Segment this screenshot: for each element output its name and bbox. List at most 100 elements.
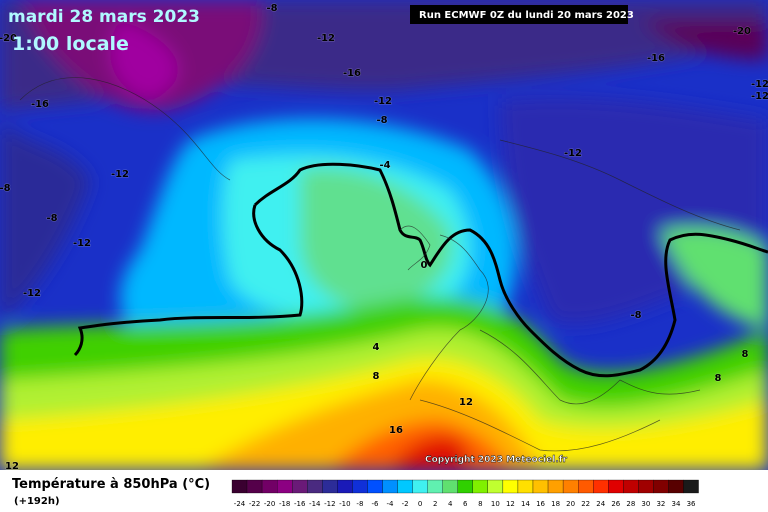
legend-swatch xyxy=(397,479,413,494)
legend-label: 16 xyxy=(536,500,545,508)
legend-label: 36 xyxy=(687,500,696,508)
contour-label: -8 xyxy=(266,3,277,14)
contour-label: 4 xyxy=(373,342,380,353)
contour-label: -8 xyxy=(630,310,641,321)
legend-swatch xyxy=(457,479,473,494)
legend-label: -18 xyxy=(279,500,290,508)
legend-swatch xyxy=(532,479,549,494)
contour-label: -8 xyxy=(46,213,57,224)
legend-swatch xyxy=(276,479,293,494)
legend-swatch xyxy=(352,479,368,494)
legend-label: -2 xyxy=(402,500,409,508)
legend-label: -20 xyxy=(264,500,275,508)
legend-label: 14 xyxy=(521,500,530,508)
legend-swatch xyxy=(307,479,323,494)
legend-swatch xyxy=(562,479,579,494)
run-info: Run ECMWF 0Z du lundi 20 mars 2023 xyxy=(419,10,634,21)
contour-label: -12 xyxy=(564,148,582,159)
contour-label: 16 xyxy=(389,425,403,436)
legend-swatch xyxy=(412,479,428,494)
contour-label: -20 xyxy=(733,26,751,37)
coastlines xyxy=(19,77,741,452)
run-box xyxy=(410,5,628,24)
legend-swatch xyxy=(292,479,308,494)
contour-label: -16 xyxy=(343,68,361,79)
legend-swatch xyxy=(246,479,263,494)
legend-label: 8 xyxy=(478,500,482,508)
contour-label: -12 xyxy=(317,33,335,44)
legend-swatch xyxy=(668,479,684,494)
contour-label: 12 xyxy=(459,397,473,408)
legend-label: 24 xyxy=(596,500,605,508)
legend-swatch xyxy=(231,479,248,494)
zero-isotherm-west xyxy=(73,204,304,357)
legend-label: -24 xyxy=(234,500,246,508)
map: -8-20 -12-16-16 -12-8-12-8-8-12-12-4048121… xyxy=(0,0,768,472)
legend-swatch xyxy=(472,479,488,494)
contour-labels: -8-20 -12-16-16 -12-8-12-8-8-12-12-4048121… xyxy=(0,3,768,472)
legend-label: 32 xyxy=(656,500,665,508)
legend-label: 34 xyxy=(672,500,681,508)
legend-label: 30 xyxy=(641,500,650,508)
legend-swatch xyxy=(578,479,594,494)
temperature-field xyxy=(0,0,768,470)
legend-swatch xyxy=(502,479,519,494)
legend-swatch xyxy=(261,479,278,494)
contour-label: -8 xyxy=(376,115,387,126)
contour-label: -20 xyxy=(0,33,17,44)
contour-label: 8 xyxy=(373,371,380,382)
contour-label: -8 xyxy=(0,183,11,194)
legend-label: 26 xyxy=(611,500,620,508)
legend-swatch xyxy=(367,479,383,494)
legend-swatch xyxy=(427,479,443,494)
legend-swatch xyxy=(623,479,639,494)
legend-label: 2 xyxy=(433,500,437,508)
legend-label: -4 xyxy=(387,500,395,508)
contour-label: 8 xyxy=(742,349,749,360)
contour-label: -16 xyxy=(647,53,665,64)
legend-label: 0 xyxy=(418,500,422,508)
legend-label: -12 xyxy=(324,500,335,508)
contour-label: 12 xyxy=(5,461,19,472)
legend-label: 22 xyxy=(581,500,590,508)
contour-label: -12 xyxy=(111,169,129,180)
legend-swatch xyxy=(322,479,338,494)
contour-label: -4 xyxy=(379,160,390,171)
legend-swatch xyxy=(683,479,699,494)
contour-label: -16 xyxy=(31,99,49,110)
legend-label: 4 xyxy=(448,500,453,508)
contour-label: -12 xyxy=(751,79,768,90)
date-title: mardi 28 mars 2023 xyxy=(8,7,200,27)
contour-label: -12 xyxy=(751,91,768,102)
legend-label: 18 xyxy=(551,500,560,508)
legend-swatch xyxy=(337,479,353,494)
legend-label: -8 xyxy=(356,500,363,508)
color-legend: -24 -22 -20 -18 -16 -14 -12 -10 -8 -6 -4 -2 0 2 4 6 8 10 1… xyxy=(231,479,699,508)
contour-label: -12 xyxy=(23,288,41,299)
legend-label: -10 xyxy=(339,500,350,508)
legend-swatch xyxy=(517,479,534,494)
legend-swatch xyxy=(593,479,609,494)
time-title: 1:00 locale xyxy=(12,33,129,55)
legend-label: 6 xyxy=(463,500,468,508)
legend-swatch xyxy=(487,479,504,494)
legend-swatch xyxy=(608,479,624,494)
contour-label: -12 xyxy=(374,96,392,107)
legend-label: -14 xyxy=(309,500,321,508)
legend-swatch xyxy=(382,479,398,494)
lead-time: (+192h) xyxy=(14,496,60,507)
contour-label: 8 xyxy=(715,373,722,384)
legend-label: -16 xyxy=(294,500,306,508)
legend-swatch xyxy=(653,479,669,494)
legend-swatch xyxy=(638,479,654,494)
legend-label: -6 xyxy=(371,500,379,508)
copyright: Copyright 2023 Meteociel.fr xyxy=(425,455,568,465)
legend-label: 20 xyxy=(566,500,575,508)
zero-isotherm xyxy=(253,162,768,378)
footer-title: Température à 850hPa (°C) xyxy=(12,477,210,492)
legend-label: 10 xyxy=(491,500,500,508)
contour-label: 0 xyxy=(421,260,428,271)
legend-label: 28 xyxy=(626,500,635,508)
contour-label: -12 xyxy=(73,238,91,249)
